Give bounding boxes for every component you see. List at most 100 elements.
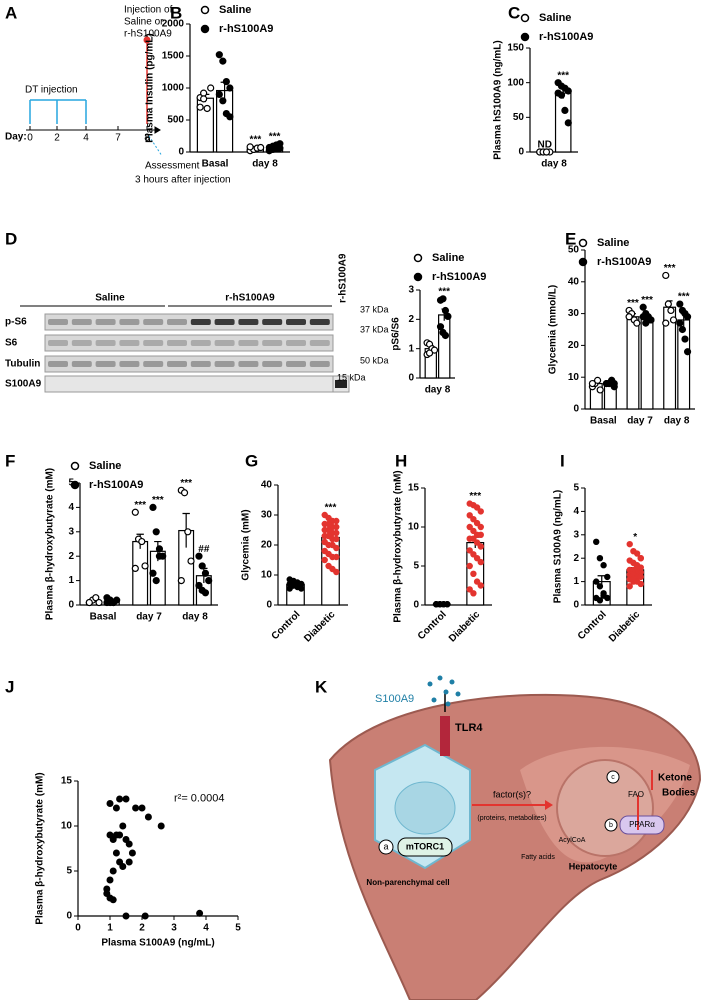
data-point: [109, 896, 117, 904]
schematic-text: factor(s)?: [493, 789, 531, 799]
data-point: [473, 555, 481, 562]
data-point: [333, 523, 340, 531]
blot-group: r-hS100A9: [225, 293, 275, 304]
y-tick-label: 50: [513, 112, 525, 123]
data-point: [109, 598, 118, 607]
blot-band: [286, 340, 306, 346]
data-point: [333, 553, 340, 561]
schematic-text: Non-parenchymal cell: [366, 878, 449, 887]
timeline-text: DT injection: [25, 85, 78, 96]
blot-band: [238, 319, 259, 325]
data-point: [436, 323, 445, 331]
y-tick-label: 0: [266, 600, 272, 611]
panel-letter: C: [508, 3, 520, 22]
data-point: [144, 813, 152, 821]
data-point: [596, 555, 604, 562]
data-point: [149, 569, 157, 577]
data-point: [600, 592, 607, 599]
data-point: [588, 379, 597, 388]
blot-band: [286, 361, 306, 367]
data-point: [639, 313, 647, 321]
y-tick-label: 10: [408, 522, 420, 533]
blot-band: [167, 361, 187, 367]
data-point: [203, 104, 211, 113]
y-axis-label: Plasma β-hydroxybutyrate (mM): [35, 772, 46, 924]
data-point: [664, 300, 672, 308]
data-point: [276, 140, 284, 148]
data-point: [470, 551, 477, 558]
x-tick-label: day 8: [541, 159, 567, 170]
data-point: [610, 379, 618, 388]
y-tick-label: 2: [573, 553, 579, 564]
data-point: [207, 84, 215, 92]
panel-letter: G: [245, 451, 258, 470]
data-point: [116, 795, 124, 803]
blot-band: [214, 361, 235, 367]
y-tick-label: 1: [573, 576, 579, 587]
blot-band: [95, 340, 116, 346]
data-point: [473, 539, 481, 546]
panel-letter: F: [5, 451, 15, 470]
legend-marker: [520, 13, 530, 23]
data-point: [466, 523, 473, 531]
kda-marker: 37 kDa: [360, 324, 389, 334]
data-point: [106, 876, 114, 884]
nucleus: [394, 781, 456, 835]
significance-label: ***: [180, 478, 192, 489]
data-point: [470, 527, 477, 535]
x-tick-label: day 8: [425, 385, 451, 396]
data-point: [633, 319, 641, 327]
legend-label: Saline: [219, 4, 251, 16]
blot-row: S6: [5, 338, 18, 349]
annotation: r²= 0.0004: [174, 792, 224, 804]
y-tick-label: 10: [261, 570, 273, 581]
blot-band: [119, 361, 140, 367]
y-tick-label: 15: [61, 776, 73, 787]
legend-label: Saline: [89, 460, 121, 472]
data-point: [138, 804, 146, 812]
data-point: [683, 313, 692, 321]
y-tick-label: 1: [68, 575, 74, 586]
blot-band: [335, 380, 347, 388]
y-tick-label: 3: [68, 526, 74, 537]
data-point: [564, 87, 572, 95]
data-point: [564, 119, 572, 127]
blot-strip: [44, 375, 334, 393]
blot-band: [214, 319, 235, 325]
timeline-text: Assessment: [145, 161, 200, 172]
data-point: [85, 598, 93, 607]
significance-label: ***: [250, 135, 262, 146]
blot-band: [309, 361, 330, 367]
schematic-text: Ketone: [658, 773, 692, 784]
blot-band: [309, 340, 330, 346]
data-point: [444, 312, 452, 320]
blot-group: Saline: [95, 293, 125, 304]
blot-strip: [44, 334, 334, 352]
y-tick-label: 1000: [162, 83, 185, 94]
data-point: [466, 586, 473, 593]
y-tick-label: 0: [518, 147, 524, 158]
data-point: [138, 537, 146, 546]
y-tick-label: 20: [568, 340, 580, 351]
data-point: [246, 143, 254, 151]
significance-label: ***: [664, 263, 676, 274]
data-point: [637, 580, 644, 588]
legend-marker: [578, 238, 588, 248]
timeline-text: 3 hours after injection: [135, 175, 231, 186]
significance-label: ***: [269, 131, 281, 142]
data-point: [103, 594, 111, 602]
blot-band: [48, 319, 68, 325]
data-point: [477, 523, 484, 531]
kda-marker: 50 kDa: [360, 355, 389, 365]
blot-band: [95, 361, 116, 367]
panel-letter: I: [560, 451, 565, 470]
x-tick-label: Diabetic: [607, 609, 643, 645]
data-point: [112, 804, 120, 812]
data-point: [441, 331, 450, 340]
significance-label: ND: [538, 140, 552, 151]
data-point: [122, 795, 130, 803]
data-point: [333, 544, 340, 552]
data-point: [112, 849, 120, 857]
x-tick-label: 0: [75, 923, 81, 934]
x-tick-label: 5: [235, 923, 241, 934]
